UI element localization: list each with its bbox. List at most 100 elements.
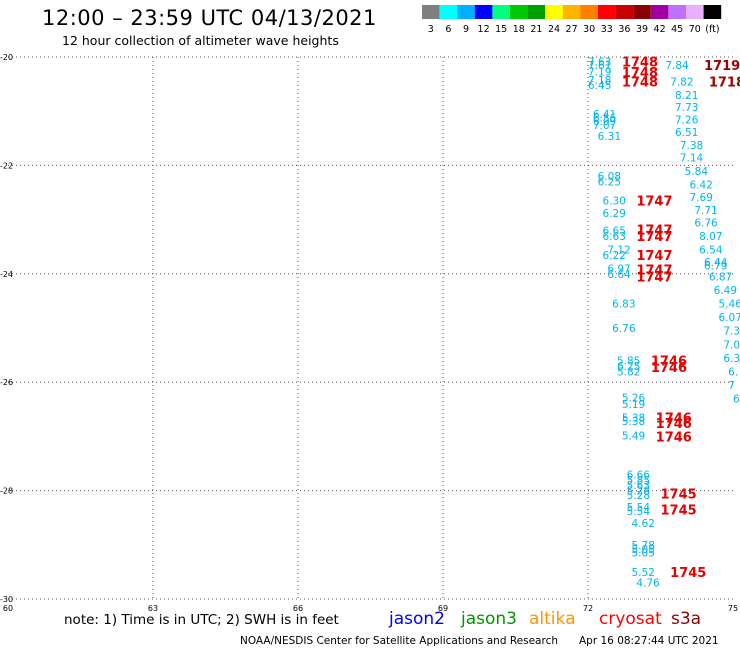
- wave-height-label: 7.38: [680, 140, 703, 152]
- sat-label-jason2: jason2: [389, 609, 445, 629]
- wave-height-label: 6: [733, 393, 740, 405]
- x-tick-label: 60: [3, 604, 13, 613]
- y-tick-label: -22: [0, 161, 13, 170]
- wave-height-label: 5.26: [622, 392, 646, 404]
- wave-height-label: 7.73: [675, 102, 698, 114]
- legend-swatch: [439, 5, 458, 19]
- legend-swatch: [580, 5, 598, 19]
- wave-height-label: 5.52: [632, 567, 655, 579]
- y-tick-label: -20: [0, 53, 13, 62]
- wave-height-label: 5.05: [632, 544, 655, 556]
- footer-credit: NOAA/NESDIS Center for Satellite Applica…: [240, 635, 558, 647]
- legend-label: 24: [548, 24, 560, 35]
- wave-height-label: 6.3: [723, 353, 740, 365]
- wave-height-label: 6.63: [603, 231, 626, 243]
- pass-time-label: 1746: [656, 411, 692, 426]
- wave-height-label: 5.05: [632, 547, 655, 559]
- wave-height-label: 7: [728, 380, 735, 392]
- legend-swatch: [650, 5, 669, 19]
- wave-height-label: 5.54: [627, 502, 651, 514]
- y-tick-label: -30: [0, 595, 13, 604]
- legend-label: 3: [428, 24, 434, 35]
- wave-height-label: 6.09: [593, 116, 616, 128]
- page-subtitle: 12 hour collection of altimeter wave hei…: [62, 33, 339, 48]
- wave-height-label: 6.08: [598, 171, 621, 183]
- wave-height-label: 5.19: [622, 399, 645, 411]
- pass-time-label: 1747: [636, 195, 672, 210]
- wave-height-label: 5.54: [627, 506, 651, 518]
- legend-swatch: [545, 5, 563, 19]
- legend-swatch: [527, 5, 546, 19]
- wave-height-label: 7.19: [588, 67, 611, 79]
- y-tick-label: -26: [0, 378, 13, 387]
- pass-time-label: 1719: [704, 59, 740, 74]
- wave-height-label: 4.76: [636, 578, 660, 590]
- pass-time-label: 1746: [651, 361, 687, 376]
- wave-height-label: 7.14: [680, 152, 704, 164]
- wave-height-label: 7.84: [665, 60, 689, 72]
- wave-height-label: 6.: [728, 366, 738, 378]
- wave-height-label: 6.76: [694, 217, 718, 229]
- wave-height-label: 6.51: [675, 127, 698, 139]
- legend-swatch: [686, 5, 704, 19]
- legend-swatch: [703, 5, 722, 19]
- legend-label: (ft): [705, 24, 719, 35]
- pass-time-label: 1718: [709, 75, 740, 90]
- y-tick-label: -24: [0, 270, 13, 279]
- wave-height-label: 5.46: [719, 299, 740, 311]
- legend-label: 42: [654, 24, 666, 35]
- note-text: note: 1) Time is in UTC; 2) SWH is in fe…: [64, 612, 339, 628]
- legend-label: 12: [478, 24, 490, 35]
- y-tick-label: -28: [0, 487, 13, 496]
- sat-label-jason3: jason3: [461, 609, 517, 629]
- wave-height-label: 7.07: [593, 120, 616, 132]
- legend-label: 33: [601, 24, 613, 35]
- pass-time-label: 1746: [656, 430, 692, 445]
- wave-height-label: 5.82: [617, 366, 640, 378]
- wave-height-label: 5.28: [627, 486, 650, 498]
- wave-height-label: 5.85: [617, 356, 640, 368]
- legend-label: 39: [636, 24, 648, 35]
- legend-label: 15: [495, 24, 507, 35]
- pass-time-label: 1747: [636, 263, 672, 278]
- wave-height-label: 6.07: [719, 312, 740, 324]
- legend-label: 36: [618, 24, 630, 35]
- wave-height-label: 5.78: [632, 540, 655, 552]
- wave-height-label: 6.97: [607, 263, 630, 275]
- legend-label: 70: [689, 24, 701, 35]
- x-tick-label: 66: [293, 604, 303, 613]
- wave-height-label: 7.26: [675, 114, 699, 126]
- wave-height-label: 6.25: [598, 177, 621, 189]
- wave-height-label: 5.84: [685, 166, 709, 178]
- legend-label: 9: [463, 24, 469, 35]
- x-tick-label: 72: [583, 604, 593, 613]
- wave-height-label: 6.45: [588, 80, 611, 92]
- wave-height-label: 6.56: [593, 113, 617, 125]
- legend-label: 27: [566, 24, 578, 35]
- pass-time-label: 1745: [661, 504, 697, 519]
- pass-time-label: 1748: [622, 75, 658, 90]
- footer-timestamp: Apr 16 08:27:44 UTC 2021: [579, 635, 719, 647]
- wave-height-label: 7.0: [723, 339, 740, 351]
- wave-height-label: 6.54: [699, 244, 723, 256]
- wave-height-label: 7.63: [588, 56, 611, 68]
- wave-height-label: 5.38: [622, 416, 645, 428]
- x-tick-label: 69: [438, 604, 448, 613]
- wave-height-label: 8.07: [699, 231, 722, 243]
- wave-height-label: 7.3: [723, 326, 740, 338]
- wave-height-label: 6.31: [598, 131, 621, 143]
- wave-height-label: 6.29: [603, 208, 626, 220]
- wave-height-label: 6.65: [603, 225, 626, 237]
- wave-height-label: 6.83: [612, 299, 635, 311]
- pass-time-label: 1746: [651, 355, 687, 370]
- legend-label: 30: [583, 24, 595, 35]
- wave-height-label: 7.18: [588, 75, 611, 87]
- color-legend: 3 6 9 12 15 18 21 24 27 30 33 36 39 42 45 70 (ft): [422, 5, 722, 35]
- wave-height-label: 6.64: [607, 269, 631, 281]
- wave-height-label: 6.44: [704, 257, 728, 269]
- wave-height-label: 6.41: [593, 109, 616, 121]
- wave-height-label: 5.63: [627, 480, 650, 492]
- wave-height-label: 6.49: [714, 285, 737, 297]
- wave-height-label: 7.61: [588, 60, 611, 72]
